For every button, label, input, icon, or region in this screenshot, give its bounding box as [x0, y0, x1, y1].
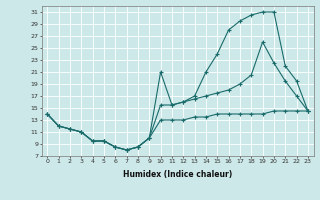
X-axis label: Humidex (Indice chaleur): Humidex (Indice chaleur) [123, 170, 232, 179]
